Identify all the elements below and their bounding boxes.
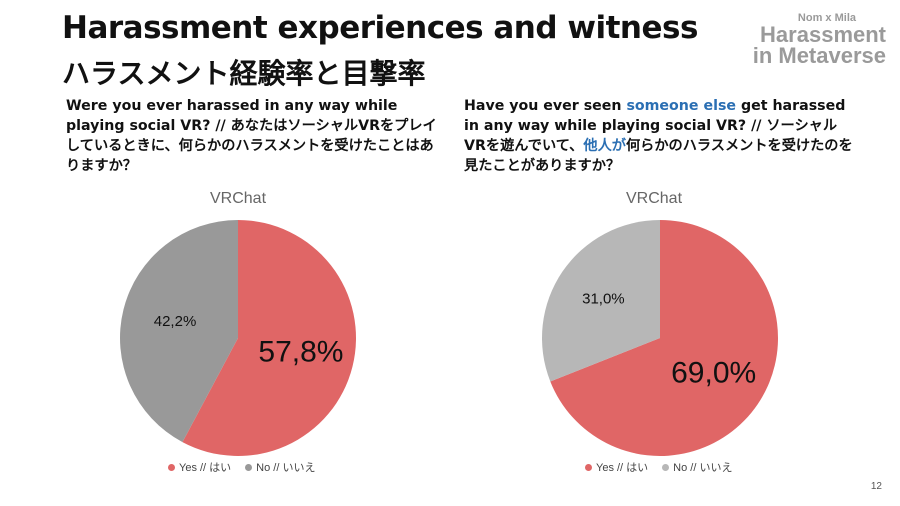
legend-item-yes: Yes // はい — [585, 459, 648, 475]
slide-title-jp: ハラスメント経験率と目撃率 — [62, 57, 426, 90]
legend-item-yes: Yes // はい — [168, 459, 231, 475]
pie-slice-no — [120, 220, 238, 443]
pie-chart-left: 57,8% 42,2% — [120, 220, 356, 456]
legend-dot-yes — [585, 463, 592, 471]
question-right: Have you ever seen someone else get hara… — [464, 96, 856, 176]
logo-line1: Harassment — [760, 22, 886, 47]
pie-slice-yes — [550, 220, 778, 456]
legend-item-no: No // いいえ — [662, 459, 732, 475]
data-label-yes: 69,0% — [671, 356, 756, 389]
pie-slice-yes — [182, 220, 356, 456]
logo-line2: in Metaverse — [752, 43, 886, 68]
chart-left-title: VRChat — [209, 190, 267, 207]
data-label-no: 42,2% — [154, 313, 197, 330]
legend-item-no: No // いいえ — [245, 459, 315, 475]
legend-dot-yes — [168, 463, 175, 471]
data-label-no: 31,0% — [582, 290, 625, 307]
question-right-part3: 何らかのハラスメントを受けたのを見たことがありますか？ — [464, 138, 853, 174]
question-right-part1: Have you ever seen — [464, 98, 627, 114]
question-right-part2: get harassed in any way while playing so… — [464, 98, 846, 154]
pie-slice-no — [542, 220, 660, 382]
legend-right: Yes // はい No // いいえ — [585, 459, 740, 475]
question-right-highlight2: 他人が — [583, 138, 626, 154]
data-label-yes: 57,8% — [258, 336, 343, 369]
logo: Nom x Mila Harassment in Metaverse — [736, 12, 886, 68]
legend-label-no: No // いいえ — [673, 462, 733, 474]
chart-right-title: VRChat — [625, 190, 683, 207]
question-right-highlight1: someone else — [626, 98, 737, 114]
legend-left: Yes // はい No // いいえ — [168, 459, 323, 475]
slide-title-en: Harassment experiences and witness — [62, 10, 698, 46]
question-left: Were you ever harassed in any way while … — [66, 98, 437, 174]
pie-chart-right: 69,0% 31,0% — [542, 220, 778, 456]
legend-dot-no — [245, 463, 253, 471]
legend-dot-no — [662, 463, 670, 471]
legend-label-no: No // いいえ — [256, 462, 316, 474]
logo-subtitle: Nom x Mila — [797, 12, 856, 24]
page-number: 12 — [870, 481, 882, 492]
legend-label-yes: Yes // はい — [596, 462, 649, 474]
legend-label-yes: Yes // はい — [179, 462, 232, 474]
